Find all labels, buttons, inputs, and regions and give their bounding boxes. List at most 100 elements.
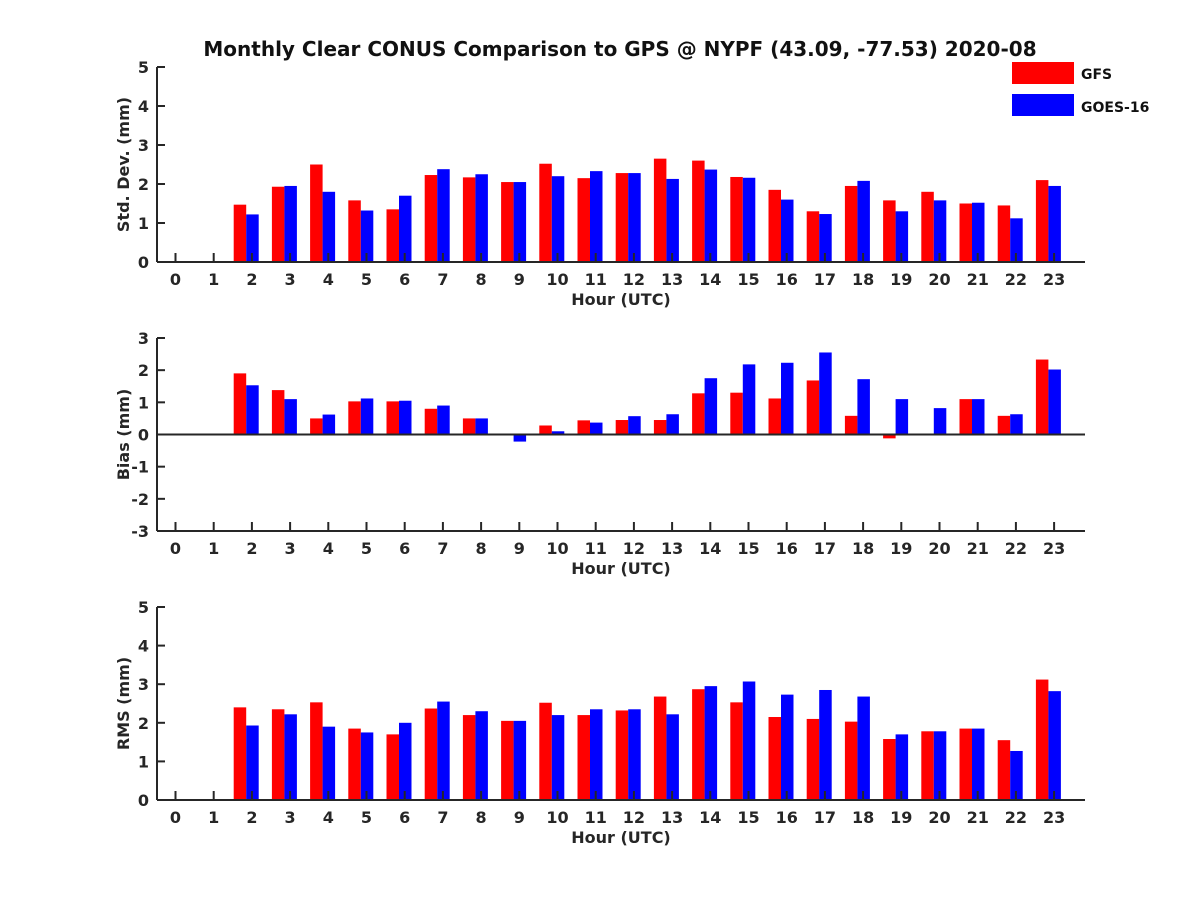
y-tick-label-bias-mm: 1 [138, 393, 149, 412]
x-tick-label-bias-mm: 16 [776, 539, 798, 558]
bar-goes-16-hour-12 [666, 714, 679, 800]
x-tick-label-bias-mm: 13 [661, 539, 683, 558]
bar-gfs-hour-8 [501, 182, 514, 262]
bar-gfs-hour-16 [806, 211, 820, 262]
x-tick-label-std-dev-mm: 0 [170, 270, 181, 289]
bar-goes-16-hour-5 [399, 195, 412, 262]
x-tick-label-bias-mm: 17 [814, 539, 836, 558]
bar-goes-16-hour-6 [437, 169, 450, 262]
y-tick-label-rms-mm: 0 [138, 791, 149, 810]
bar-gfs-hour-8 [501, 720, 514, 800]
x-tick-label-rms-mm: 9 [514, 808, 525, 827]
bar-goes-16-hour-5 [399, 722, 412, 800]
y-tick-label-rms-mm: 1 [138, 752, 149, 771]
bar-goes-16-hour-3 [322, 726, 336, 800]
x-tick-label-rms-mm: 0 [170, 808, 181, 827]
bar-gfs-hour-9 [539, 163, 552, 262]
bar-gfs-hour-20 [959, 399, 972, 435]
x-tick-label-bias-mm: 0 [170, 539, 181, 558]
bar-goes-16-hour-18 [895, 734, 909, 800]
bar-goes-16-hour-2 [284, 185, 297, 262]
y-tick-label-std-dev-mm: 1 [138, 214, 149, 233]
bar-goes-16-hour-1 [246, 725, 259, 800]
bar-gfs-hour-11 [615, 420, 629, 435]
bar-gfs-hour-14 [730, 176, 743, 262]
bar-gfs-hour-21 [997, 740, 1011, 800]
bar-gfs-hour-4 [348, 728, 361, 800]
bar-goes-16-hour-4 [360, 210, 374, 262]
bar-goes-16-hour-7 [475, 711, 488, 800]
bar-gfs-hour-15 [768, 398, 781, 435]
bar-goes-16-hour-6 [437, 405, 450, 435]
x-tick-label-bias-mm: 19 [890, 539, 912, 558]
x-tick-label-bias-mm: 4 [323, 539, 334, 558]
bar-goes-16-hour-2 [284, 714, 297, 800]
bar-goes-16-hour-18 [895, 399, 909, 435]
bar-goes-16-hour-9 [551, 715, 565, 800]
x-tick-label-std-dev-mm: 16 [776, 270, 798, 289]
x-tick-label-bias-mm: 2 [246, 539, 257, 558]
x-tick-label-std-dev-mm: 6 [399, 270, 410, 289]
bar-gfs-hour-14 [730, 392, 743, 435]
bar-goes-16-hour-16 [819, 689, 832, 800]
bar-gfs-hour-16 [806, 718, 820, 800]
x-axis-label-bias-mm: Hour (UTC) [571, 559, 671, 578]
bar-goes-16-hour-11 [628, 173, 641, 262]
bar-goes-16-hour-8 [513, 434, 527, 442]
bar-goes-16-hour-20 [972, 399, 985, 435]
x-tick-label-rms-mm: 1 [208, 808, 219, 827]
bar-goes-16-hour-7 [475, 174, 488, 262]
bar-gfs-hour-3 [310, 164, 323, 262]
x-tick-label-rms-mm: 5 [361, 808, 372, 827]
x-tick-label-bias-mm: 3 [285, 539, 296, 558]
x-tick-label-rms-mm: 22 [1005, 808, 1027, 827]
y-tick-label-rms-mm: 5 [138, 598, 149, 617]
bar-goes-16-hour-1 [246, 385, 259, 435]
x-tick-label-rms-mm: 2 [246, 808, 257, 827]
bar-gfs-hour-9 [539, 425, 552, 435]
bar-gfs-hour-19 [921, 191, 934, 262]
bar-gfs-hour-15 [768, 189, 781, 262]
bar-goes-16-hour-3 [322, 191, 336, 262]
bar-gfs-hour-18 [883, 200, 896, 262]
bar-goes-16-hour-14 [742, 681, 756, 800]
bar-gfs-hour-4 [348, 401, 361, 435]
x-tick-label-std-dev-mm: 23 [1043, 270, 1065, 289]
y-tick-label-std-dev-mm: 2 [138, 175, 149, 194]
x-tick-label-std-dev-mm: 18 [852, 270, 874, 289]
x-tick-label-bias-mm: 1 [208, 539, 219, 558]
y-tick-label-bias-mm: 3 [138, 329, 149, 348]
bar-goes-16-hour-3 [322, 414, 336, 435]
bar-gfs-hour-15 [768, 717, 781, 800]
x-tick-label-rms-mm: 20 [928, 808, 950, 827]
x-tick-label-std-dev-mm: 1 [208, 270, 219, 289]
bar-gfs-hour-12 [653, 420, 667, 435]
y-axis-label-bias-mm: Bias (mm) [114, 389, 133, 481]
bar-gfs-hour-18 [883, 434, 896, 439]
bar-goes-16-hour-2 [284, 399, 297, 435]
x-tick-label-std-dev-mm: 8 [476, 270, 487, 289]
x-tick-label-bias-mm: 15 [737, 539, 759, 558]
bar-goes-16-hour-19 [933, 200, 947, 262]
bar-goes-16-hour-9 [551, 176, 565, 262]
y-tick-label-bias-mm: -3 [131, 522, 149, 541]
bar-gfs-hour-20 [959, 728, 972, 800]
x-tick-label-std-dev-mm: 13 [661, 270, 683, 289]
bar-goes-16-hour-12 [666, 178, 679, 262]
x-tick-label-std-dev-mm: 11 [585, 270, 607, 289]
y-tick-label-rms-mm: 4 [138, 637, 149, 656]
bar-gfs-hour-6 [424, 175, 438, 262]
bar-gfs-hour-10 [577, 178, 590, 262]
x-axis-label-std-dev-mm: Hour (UTC) [571, 290, 671, 309]
bar-goes-16-hour-17 [857, 180, 870, 262]
bar-gfs-hour-6 [424, 708, 438, 800]
y-tick-label-bias-mm: -1 [131, 458, 149, 477]
bar-gfs-hour-3 [310, 702, 323, 800]
bar-goes-16-hour-5 [399, 400, 412, 435]
bar-goes-16-hour-9 [551, 431, 565, 435]
legend-label-goes-16: GOES-16 [1081, 100, 1149, 116]
bar-goes-16-hour-19 [933, 731, 947, 800]
x-tick-label-bias-mm: 23 [1043, 539, 1065, 558]
bar-gfs-hour-5 [386, 209, 399, 262]
